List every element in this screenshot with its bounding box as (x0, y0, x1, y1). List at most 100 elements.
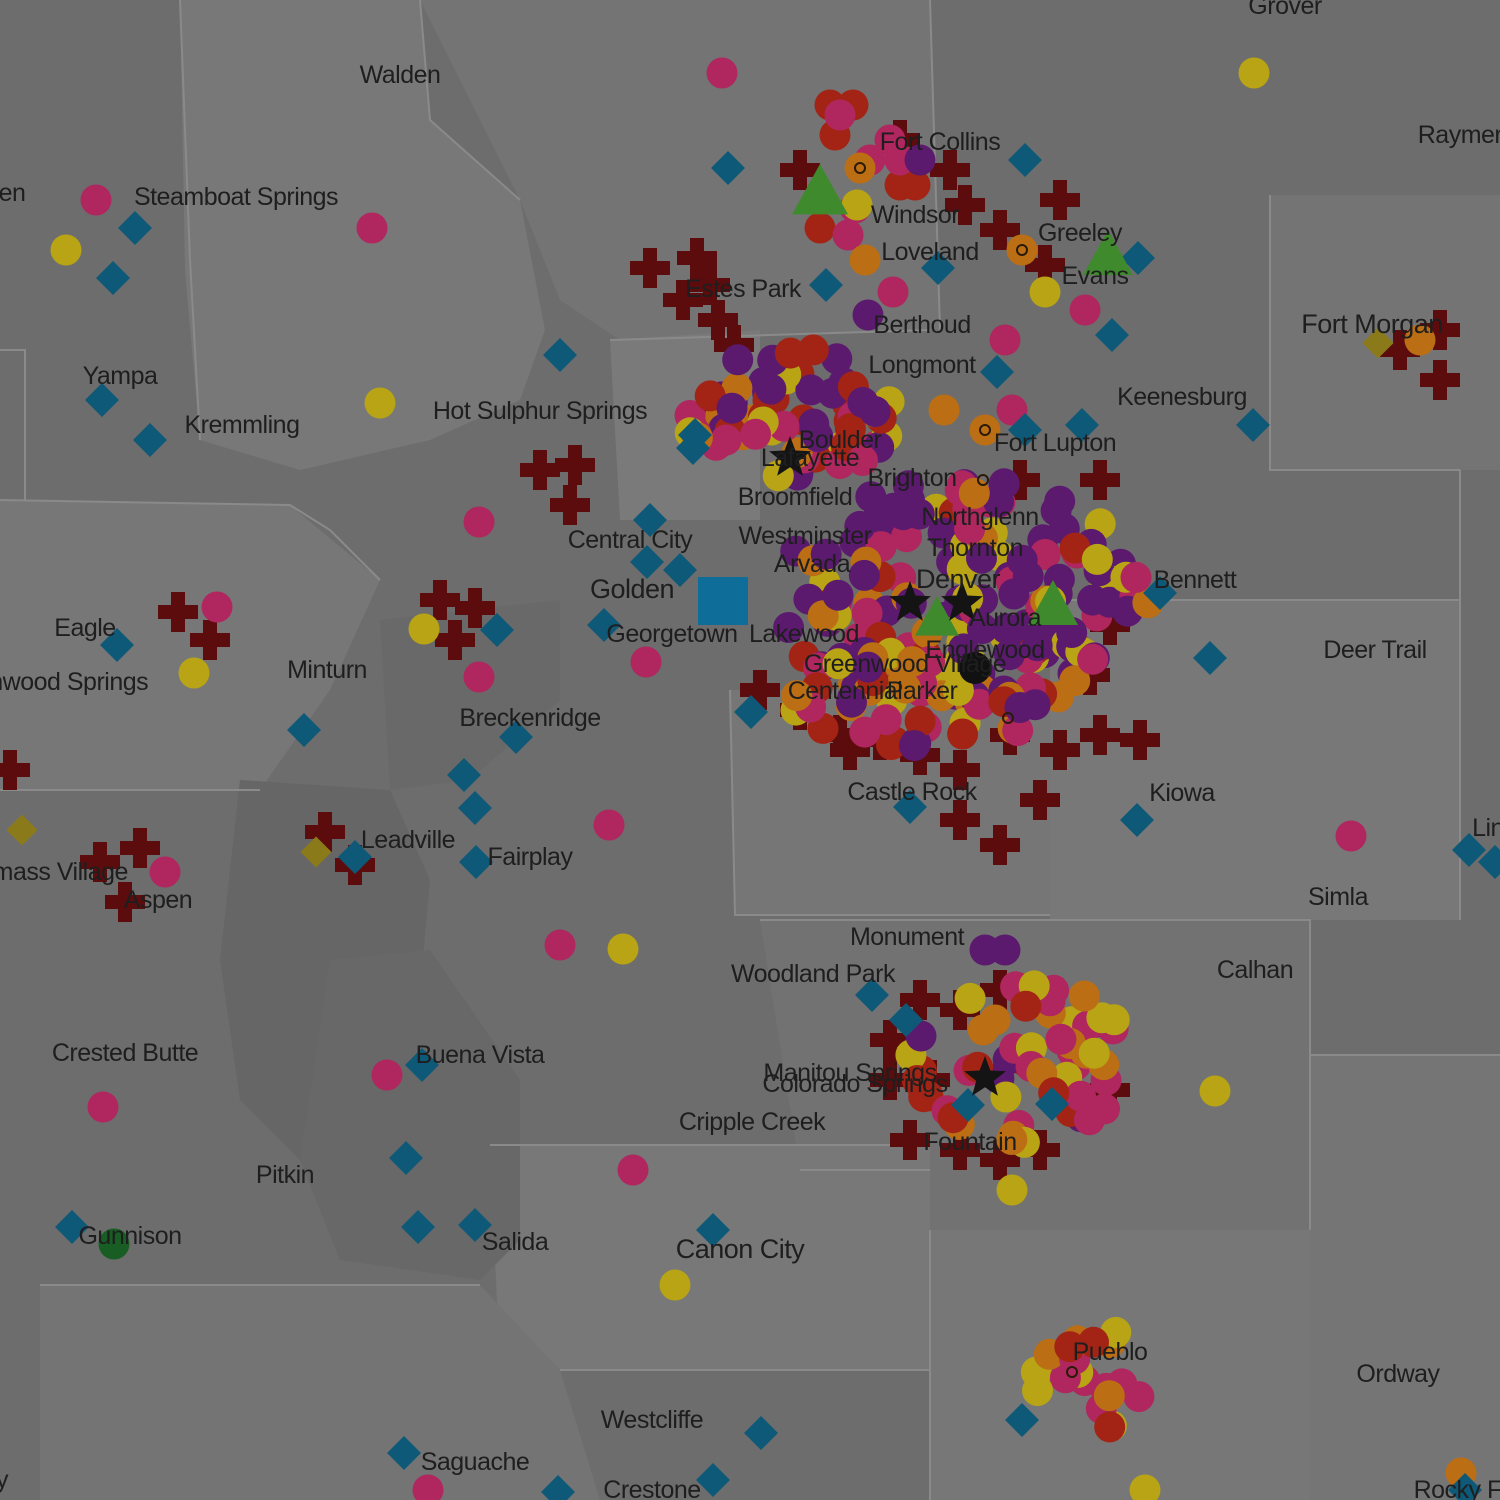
circle-marker (844, 510, 876, 542)
town-label: Crested Butte (52, 1039, 198, 1067)
cross-shape (980, 825, 1020, 865)
town-label: Eagle (54, 614, 115, 642)
town-label: Snowmass Village (0, 858, 128, 886)
cross-marker (80, 842, 120, 882)
diamond-marker (630, 545, 664, 579)
cross-marker (945, 185, 985, 225)
diamond-marker (447, 758, 481, 792)
town-label: Westcliffe (601, 1406, 703, 1434)
cross-shape (420, 580, 460, 620)
town-label: Woodland Park (731, 960, 896, 988)
circle-marker (1238, 57, 1270, 89)
circle-marker (848, 559, 880, 591)
circle-marker (899, 169, 931, 201)
diamond-marker (1478, 845, 1500, 879)
circle-marker (889, 672, 921, 704)
town-label: Colorado Springs (762, 1070, 947, 1098)
ring-marker (854, 162, 866, 174)
cross-marker (820, 715, 860, 755)
town-label: Arvada (774, 550, 851, 578)
cross-marker (780, 150, 820, 190)
circle-marker (851, 597, 883, 629)
olive-diamond-marker (300, 836, 332, 868)
circle-marker (844, 152, 876, 184)
cross-shape (830, 730, 870, 770)
town-label: Minturn (287, 656, 367, 684)
cross-marker (930, 150, 970, 190)
town-label: Leadville (361, 826, 455, 854)
circle-marker (804, 212, 836, 244)
triangle-marker (1083, 230, 1133, 275)
diamond-marker (951, 1088, 985, 1122)
ring-marker (1002, 712, 1014, 724)
circle-marker (607, 933, 639, 965)
black-circle-marker (959, 652, 991, 684)
cross-shape (158, 592, 198, 632)
star-marker (769, 436, 811, 476)
diamond-marker (480, 613, 514, 647)
ring-marker (977, 474, 989, 486)
town-label: Boulder (799, 426, 882, 454)
cross-marker (1040, 180, 1080, 220)
triangle-marker (915, 596, 959, 636)
circle-marker (1022, 1375, 1053, 1407)
land-region (490, 1145, 930, 1370)
circle-marker (847, 386, 879, 418)
cross-shape (870, 1060, 910, 1100)
circle-marker (356, 212, 388, 244)
town-label: Crestone (603, 1476, 700, 1500)
circle-marker (898, 730, 930, 762)
town-label: Keenesburg (1117, 383, 1247, 411)
circle-marker (774, 337, 806, 369)
cross-shape (1080, 715, 1120, 755)
diamond-marker (696, 1213, 730, 1247)
cross-marker (690, 265, 730, 305)
cross-shape (930, 150, 970, 190)
cross-marker (555, 445, 595, 485)
town-label: Monument (850, 923, 965, 951)
circle-marker (1086, 1002, 1118, 1034)
cross-marker (1420, 360, 1460, 400)
ring-marker (1066, 1366, 1078, 1378)
town-label: Longmont (868, 351, 976, 379)
circle-marker (1029, 276, 1061, 308)
cross-shape (555, 445, 595, 485)
diamond-marker (499, 720, 533, 754)
diamond-marker (1035, 1087, 1069, 1121)
circle-marker (904, 144, 936, 176)
circle-marker (1129, 1474, 1161, 1500)
cross-shape (740, 670, 780, 710)
circle-marker (50, 234, 82, 266)
cross-shape (945, 185, 985, 225)
circle-marker (1004, 692, 1036, 723)
star-marker (941, 581, 983, 621)
diamond-marker (458, 791, 492, 825)
diamond-marker (889, 1003, 923, 1037)
cross-marker (120, 828, 160, 868)
town-label: Bennett (1154, 566, 1237, 594)
circle-marker (989, 324, 1021, 356)
circle-marker (1077, 643, 1109, 675)
cross-marker (698, 300, 738, 340)
circle-marker (928, 394, 960, 426)
circle-marker (908, 1081, 940, 1113)
cross-shape (980, 210, 1020, 250)
town-label: Steamboat Springs (134, 183, 338, 211)
cross-shape (677, 238, 717, 278)
cross-marker (830, 730, 870, 770)
town-label: Englewood (925, 636, 1044, 664)
diamond-marker (459, 845, 493, 879)
circle-marker (996, 1124, 1028, 1155)
diamond-marker (711, 151, 745, 185)
circle-marker (1093, 1380, 1125, 1412)
diamond-marker (809, 268, 843, 302)
town-label: Calhan (1217, 956, 1293, 984)
town-label: Thornton (927, 534, 1023, 562)
town-label: Lin (1472, 814, 1500, 842)
town-label: Greeley (1038, 219, 1123, 247)
ring-marker (1016, 244, 1028, 256)
cross-marker (980, 210, 1020, 250)
